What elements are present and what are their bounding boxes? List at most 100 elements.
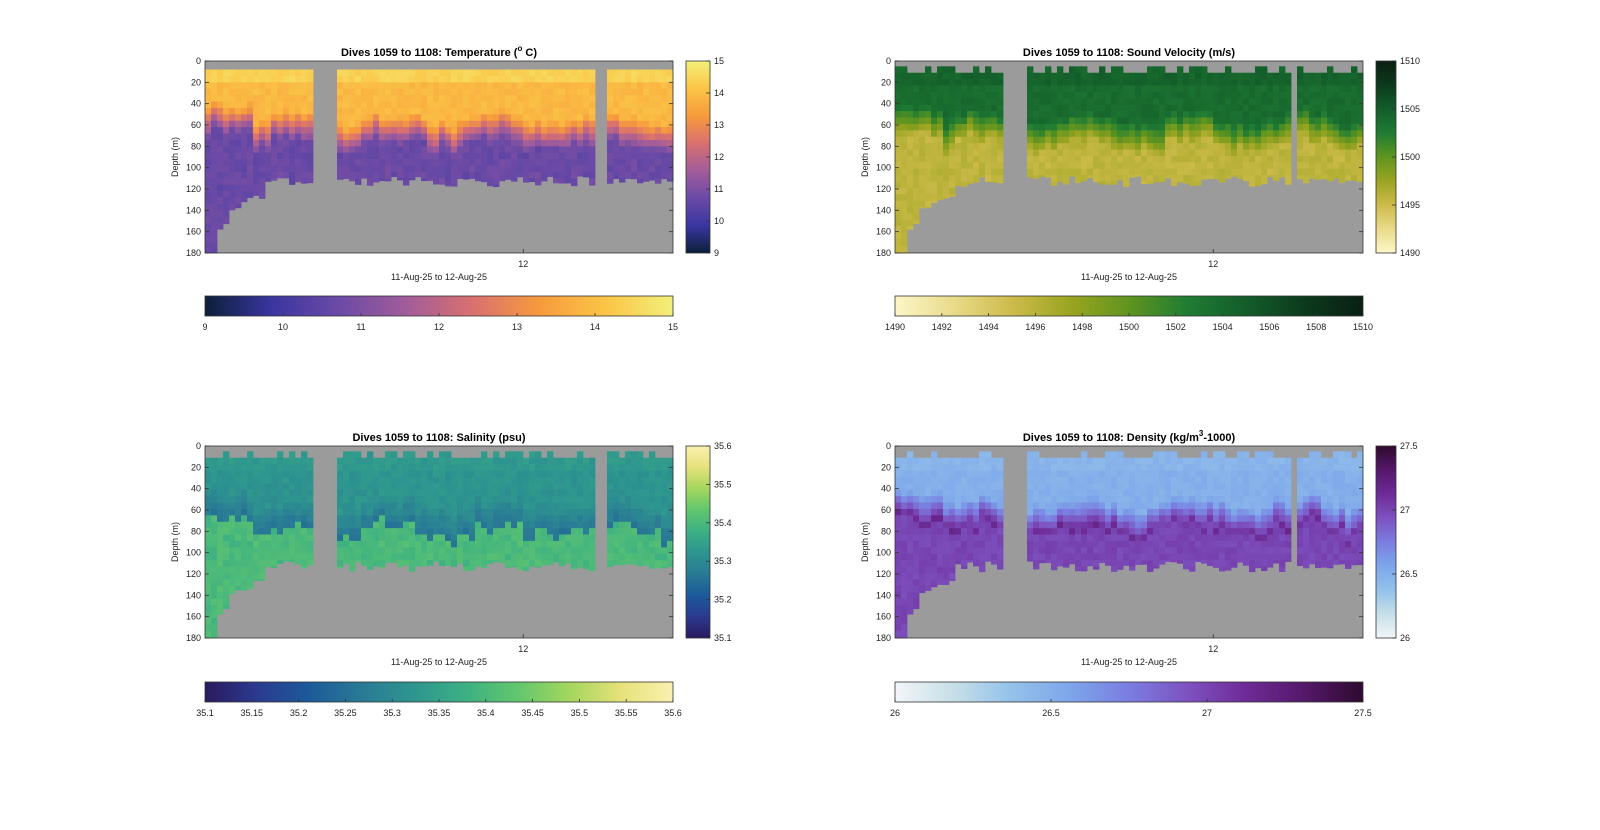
- data-cell: [283, 82, 290, 90]
- data-cell: [379, 152, 386, 160]
- data-cell: [235, 165, 242, 173]
- data-cell: [1093, 553, 1100, 561]
- data-cell: [931, 540, 938, 548]
- data-cell: [991, 168, 998, 176]
- data-cell: [643, 540, 650, 548]
- data-cell: [1267, 85, 1274, 93]
- data-cell: [409, 515, 416, 523]
- data-cell: [1309, 98, 1316, 106]
- data-cell: [1159, 149, 1166, 157]
- data-cell: [469, 159, 476, 166]
- data-cell: [901, 617, 908, 625]
- data-cell: [1105, 502, 1112, 510]
- data-cell: [211, 165, 218, 173]
- data-cell: [1255, 123, 1262, 131]
- data-cell: [529, 457, 536, 465]
- data-cell: [463, 470, 470, 478]
- data-cell: [277, 127, 284, 134]
- data-cell: [445, 133, 452, 141]
- data-cell: [1063, 508, 1070, 516]
- data-cell: [1027, 464, 1034, 471]
- data-cell: [649, 496, 656, 503]
- data-cell: [637, 515, 644, 523]
- data-cell: [553, 457, 560, 465]
- data-cell: [511, 95, 518, 102]
- data-cell: [559, 152, 566, 160]
- data-cell: [1099, 104, 1106, 112]
- data-cell: [1297, 130, 1304, 138]
- data-cell: [607, 171, 614, 179]
- data-cell: [1117, 123, 1124, 131]
- data-cell: [1345, 175, 1352, 181]
- data-cell: [913, 483, 920, 491]
- data-cell: [1141, 464, 1148, 471]
- data-cell: [463, 547, 470, 555]
- data-cell: [1195, 162, 1202, 170]
- data-cell: [229, 521, 236, 529]
- data-cell: [1069, 476, 1076, 484]
- data-cell: [391, 69, 398, 77]
- data-cell: [583, 165, 590, 173]
- data-cell: [415, 75, 422, 83]
- data-cell: [217, 133, 224, 141]
- data-cell: [1237, 91, 1244, 99]
- data-cell: [649, 133, 656, 141]
- data-cell: [235, 489, 242, 497]
- data-cell: [385, 101, 392, 109]
- data-cell: [1069, 464, 1076, 471]
- y-tick-label: 160: [876, 227, 891, 237]
- data-cell: [265, 120, 272, 128]
- y-tick-label: 180: [186, 248, 201, 258]
- data-cell: [343, 451, 350, 459]
- data-cell: [217, 88, 224, 96]
- data-cell: [421, 553, 428, 561]
- data-cell: [505, 534, 512, 542]
- data-cell: [1219, 162, 1226, 170]
- data-cell: [607, 521, 614, 529]
- data-cell: [607, 127, 614, 134]
- data-cell: [307, 457, 314, 465]
- data-cell: [1069, 155, 1076, 163]
- data-cell: [403, 540, 410, 548]
- data-cell: [535, 470, 542, 478]
- data-cell: [961, 457, 968, 465]
- data-cell: [235, 133, 242, 141]
- data-cell: [361, 75, 368, 83]
- data-cell: [979, 85, 986, 93]
- data-cell: [667, 457, 674, 465]
- data-cell: [619, 88, 626, 96]
- data-cell: [1219, 72, 1226, 80]
- data-cell: [1189, 175, 1196, 182]
- data-cell: [1153, 162, 1160, 170]
- data-cell: [397, 476, 404, 484]
- data-cell: [655, 534, 662, 542]
- data-cell: [985, 508, 992, 516]
- data-cell: [1333, 111, 1340, 118]
- data-cell: [955, 143, 962, 150]
- y-tick-label: 80: [881, 141, 891, 151]
- data-cell: [1039, 547, 1046, 555]
- data-cell: [985, 521, 992, 529]
- data-cell: [1135, 111, 1142, 118]
- data-cell: [535, 540, 542, 548]
- data-cell: [235, 476, 242, 484]
- data-cell: [1117, 496, 1124, 503]
- data-cell: [1135, 117, 1142, 125]
- data-cell: [901, 534, 908, 542]
- data-cell: [475, 540, 482, 548]
- data-cell: [985, 149, 992, 157]
- data-cell: [523, 515, 530, 523]
- data-cell: [895, 540, 902, 548]
- data-cell: [427, 88, 434, 96]
- data-cell: [265, 457, 272, 465]
- data-cell: [247, 560, 254, 567]
- data-cell: [901, 489, 908, 497]
- data-cell: [985, 66, 992, 74]
- data-cell: [1063, 489, 1070, 497]
- data-cell: [1345, 79, 1352, 86]
- data-cell: [355, 489, 362, 497]
- data-cell: [1069, 66, 1076, 74]
- data-cell: [451, 152, 458, 160]
- data-cell: [1237, 85, 1244, 93]
- data-cell: [1213, 143, 1220, 150]
